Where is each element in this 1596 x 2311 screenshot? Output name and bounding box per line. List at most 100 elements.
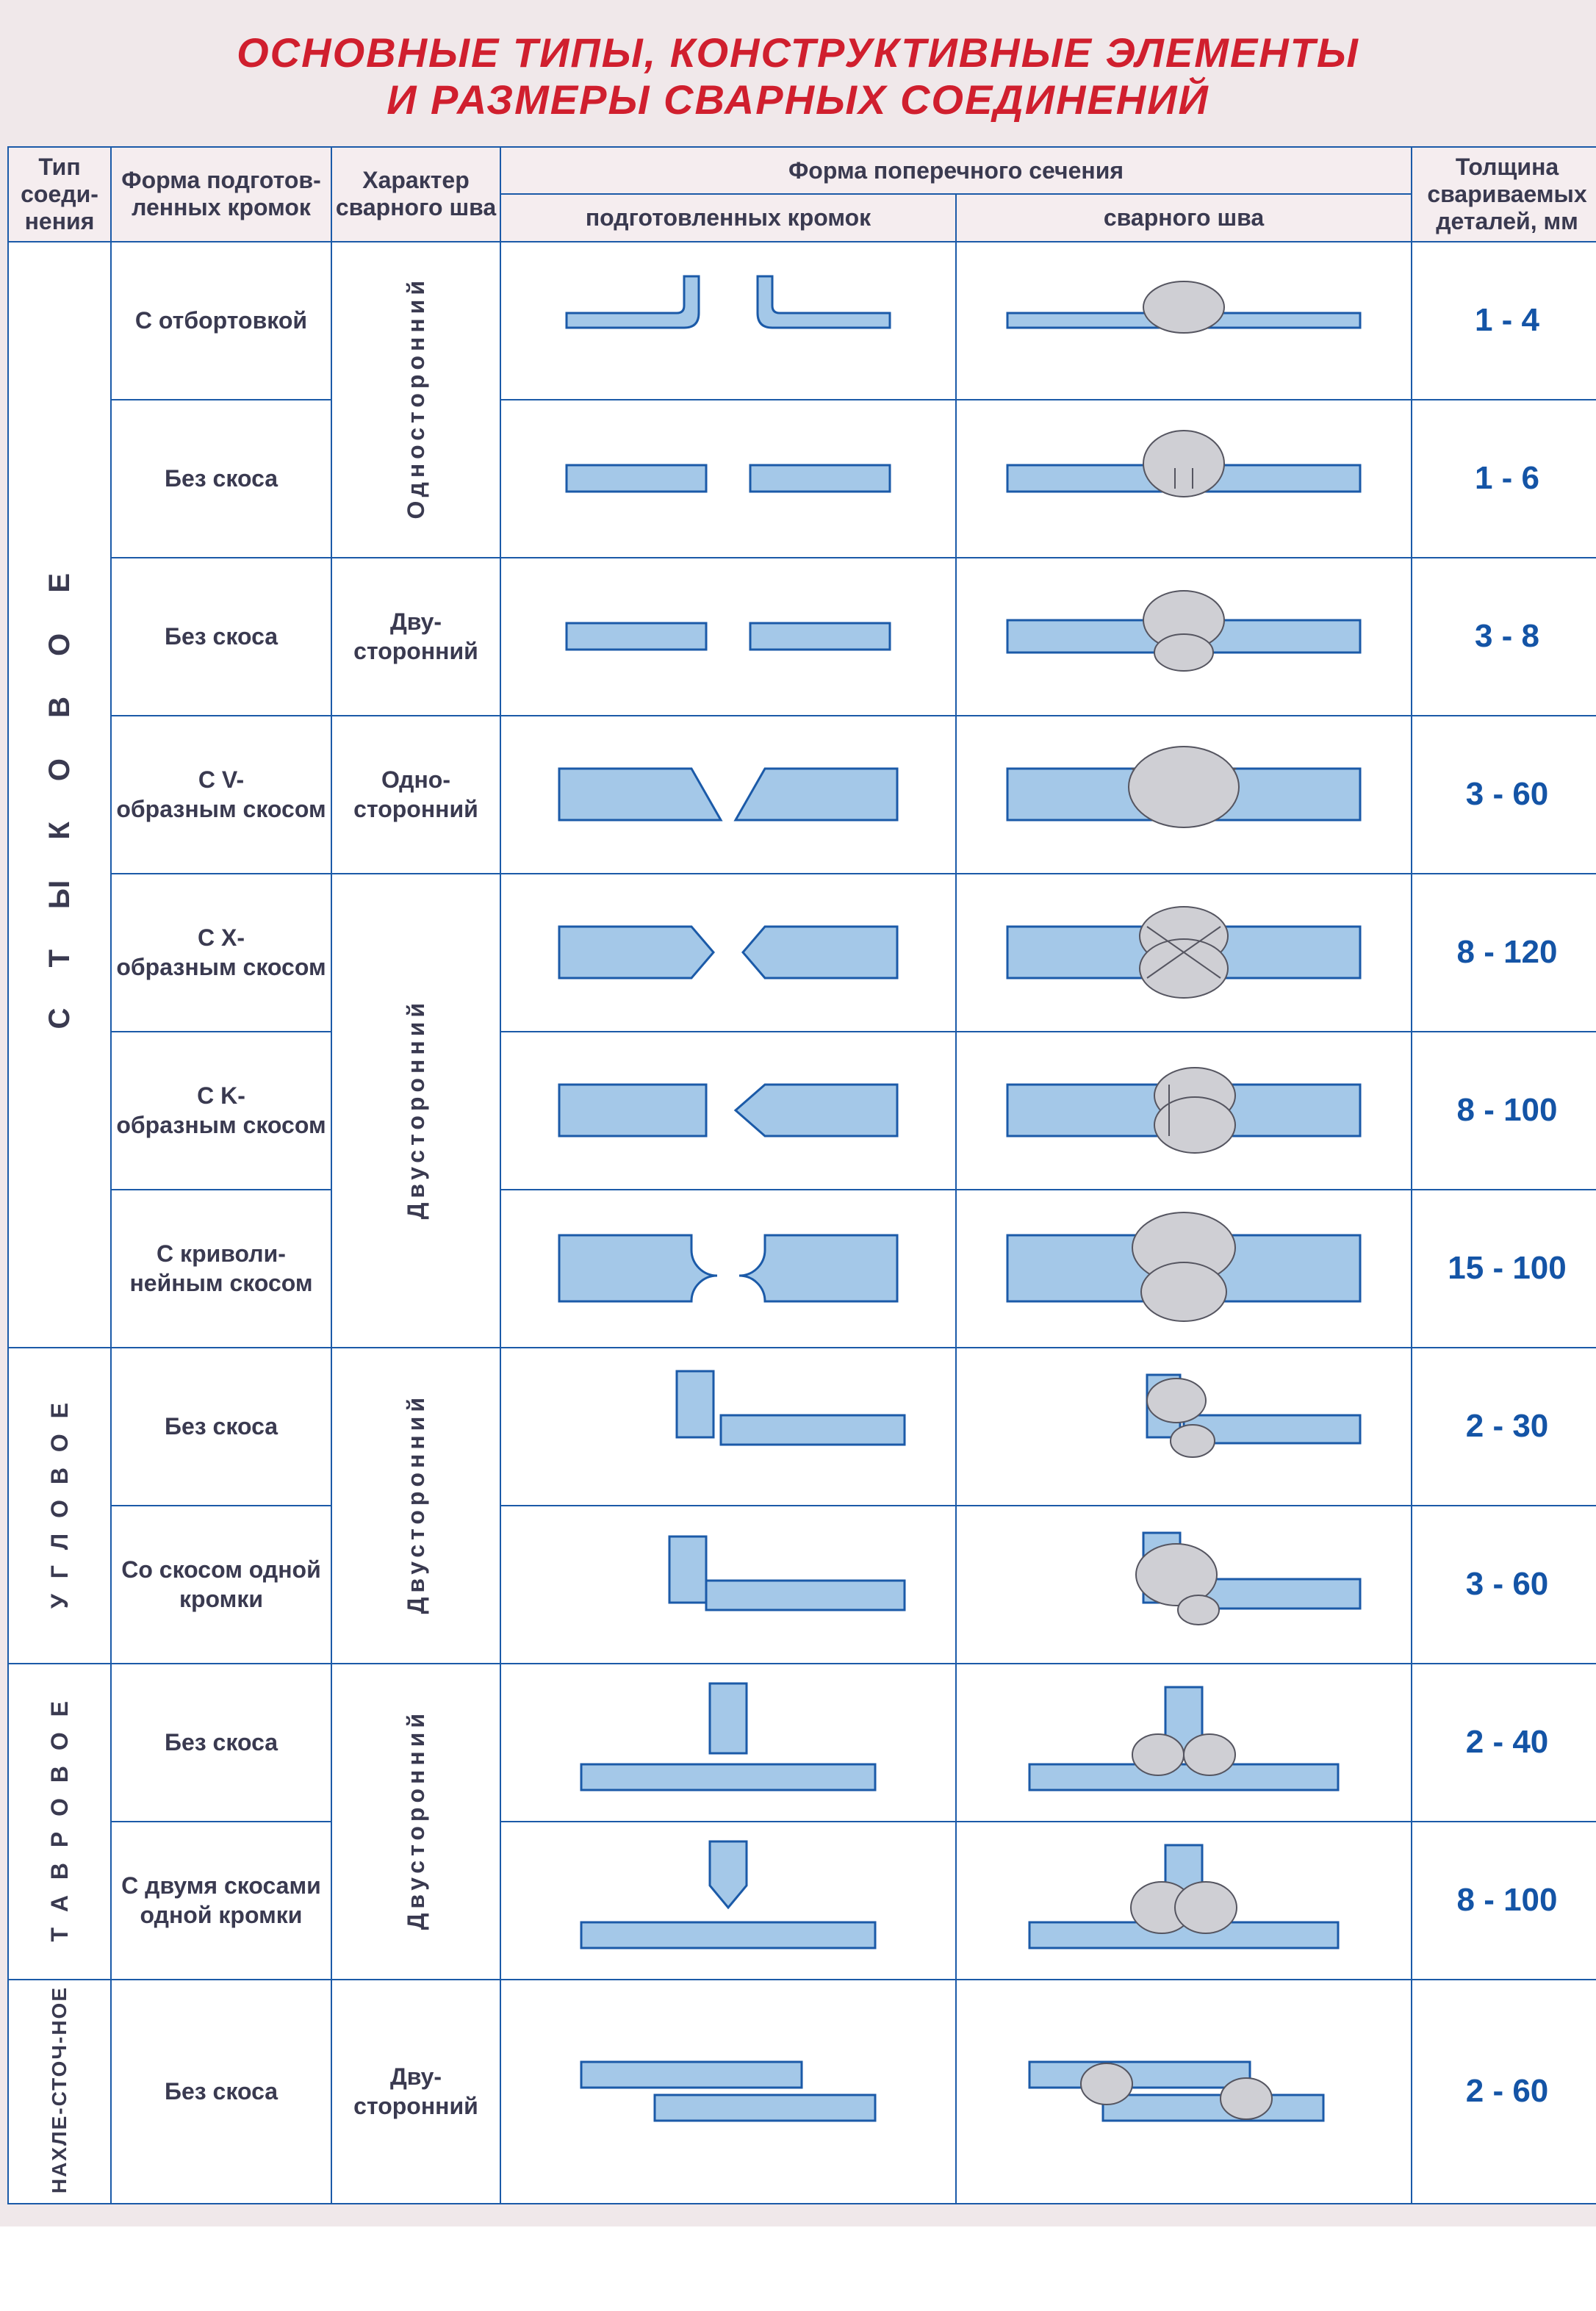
thickness-cell: 2 - 40: [1412, 1664, 1596, 1822]
thickness-value: 2 - 30: [1466, 1408, 1549, 1444]
diagram-svg: [522, 567, 934, 706]
thickness-value: 8 - 100: [1457, 1092, 1558, 1128]
diagram-svg: [522, 1356, 934, 1496]
group-label-text: НАХЛЕ-СТОЧ-НОЕ: [48, 1986, 71, 2193]
thickness-value: 3 - 60: [1466, 776, 1549, 812]
thickness-cell: 2 - 30: [1412, 1348, 1596, 1506]
thickness-value: 1 - 6: [1475, 460, 1539, 496]
diagram-prep: [500, 716, 956, 874]
prep-label: С X-образным скосом: [111, 874, 331, 1032]
table-row: С K-образным скосом8 - 100: [8, 1032, 1596, 1190]
thickness-value: 15 - 100: [1448, 1250, 1566, 1286]
diagram-svg: [522, 1514, 934, 1654]
thickness-cell: 8 - 120: [1412, 874, 1596, 1032]
group-label-corner: У Г Л О В О Е: [8, 1348, 111, 1664]
group-label-text: Т А В Р О В О Е: [46, 1697, 73, 1942]
diagram-weld: [956, 1980, 1412, 2204]
prep-label-text: Без скоса: [115, 2077, 328, 2106]
diagram-svg: [978, 409, 1390, 548]
prep-label-text: Без скоса: [115, 464, 328, 493]
prep-label-text: Без скоса: [115, 1728, 328, 1757]
weld-table: Тип соеди-нения Форма подготов-ленных кр…: [7, 146, 1596, 2204]
hdr-type: Тип соеди-нения: [8, 147, 111, 242]
diagram-svg: [522, 883, 934, 1022]
diagram-weld: [956, 716, 1412, 874]
table-row: С двумя скосами одной кромки 8 - 100: [8, 1822, 1596, 1980]
hdr-cross-weld: сварного шва: [956, 194, 1412, 242]
table-body: С Т Ы К О В О ЕС отбортовкойОдносторонни…: [8, 242, 1596, 2204]
table-head: Тип соеди-нения Форма подготов-ленных кр…: [8, 147, 1596, 242]
table-row: С криволи-нейным скосом 15 - 100: [8, 1190, 1596, 1348]
prep-label-text: С X-образным скосом: [115, 923, 328, 982]
group-label-lap: НАХЛЕ-СТОЧ-НОЕ: [8, 1980, 111, 2204]
prep-label-text: Без скоса: [115, 1412, 328, 1441]
diagram-svg: [978, 1041, 1390, 1180]
seam-label-text: Дву-сторонний: [335, 2062, 497, 2121]
diagram-prep: [500, 1980, 956, 2204]
seam-label: Одно-сторонний: [331, 716, 500, 874]
diagram-prep: [500, 1822, 956, 1980]
prep-label-text: С криволи-нейным скосом: [115, 1239, 328, 1298]
thickness-value: 3 - 8: [1475, 618, 1539, 654]
thickness-cell: 3 - 60: [1412, 1506, 1596, 1664]
diagram-weld: [956, 1190, 1412, 1348]
diagram-prep: [500, 1664, 956, 1822]
seam-label: Односторонний: [331, 242, 500, 558]
table-row: Со скосом одной кромки3 - 60: [8, 1506, 1596, 1664]
diagram-weld: [956, 558, 1412, 716]
diagram-prep: [500, 874, 956, 1032]
hdr-cross-prep: подготовленных кромок: [500, 194, 956, 242]
diagram-svg: [522, 1198, 934, 1338]
thickness-cell: 15 - 100: [1412, 1190, 1596, 1348]
table-row: У Г Л О В О ЕБез скосаДвусторонний2 - 30: [8, 1348, 1596, 1506]
thickness-cell: 8 - 100: [1412, 1032, 1596, 1190]
prep-label-text: С отбортовкой: [115, 306, 328, 335]
thickness-value: 3 - 60: [1466, 1566, 1549, 1602]
diagram-svg: [522, 1830, 934, 1970]
thickness-value: 2 - 40: [1466, 1724, 1549, 1760]
diagram-svg: [978, 567, 1390, 706]
title-line-2: И РАЗМЕРЫ СВАРНЫХ СОЕДИНЕНИЙ: [7, 76, 1589, 123]
diagram-prep: [500, 1032, 956, 1190]
seam-label-text: Дву-сторонний: [335, 607, 497, 666]
table-row: С Т Ы К О В О ЕС отбортовкойОдносторонни…: [8, 242, 1596, 400]
diagram-svg: [978, 251, 1390, 390]
prep-label-text: С V-образным скосом: [115, 765, 328, 824]
seam-label-text: Одно-сторонний: [335, 765, 497, 824]
diagram-prep: [500, 1348, 956, 1506]
hdr-thick: Толщина свариваемых деталей, мм: [1412, 147, 1596, 242]
thickness-cell: 8 - 100: [1412, 1822, 1596, 1980]
prep-label: Без скоса: [111, 1348, 331, 1506]
diagram-weld: [956, 1348, 1412, 1506]
diagram-prep: [500, 400, 956, 558]
diagram-svg: [522, 1672, 934, 1812]
thickness-cell: 2 - 60: [1412, 1980, 1596, 2204]
thickness-value: 8 - 120: [1457, 934, 1558, 970]
group-label-butt: С Т Ы К О В О Е: [8, 242, 111, 1348]
seam-label-text: Двусторонний: [403, 999, 430, 1219]
group-label-tee: Т А В Р О В О Е: [8, 1664, 111, 1980]
diagram-svg: [978, 883, 1390, 1022]
diagram-weld: [956, 874, 1412, 1032]
table-row: Без скосаДву-сторонний 3 - 8: [8, 558, 1596, 716]
prep-label-text: С двумя скосами одной кромки: [115, 1871, 328, 1930]
diagram-svg: [978, 1356, 1390, 1496]
table-row: С V-образным скосомОдно-сторонний 3 - 60: [8, 716, 1596, 874]
diagram-svg: [522, 409, 934, 548]
title-line-1: ОСНОВНЫЕ ТИПЫ, КОНСТРУКТИВНЫЕ ЭЛЕМЕНТЫ: [7, 29, 1589, 76]
hdr-cross: Форма поперечного сечения: [500, 147, 1412, 195]
prep-label: Без скоса: [111, 558, 331, 716]
thickness-cell: 1 - 6: [1412, 400, 1596, 558]
diagram-svg: [522, 725, 934, 864]
seam-label: Двусторонний: [331, 1664, 500, 1980]
table-row: С X-образным скосомДвусторонний8 - 120: [8, 874, 1596, 1032]
diagram-weld: [956, 1664, 1412, 1822]
prep-label: С V-образным скосом: [111, 716, 331, 874]
diagram-weld: [956, 242, 1412, 400]
page: ОСНОВНЫЕ ТИПЫ, КОНСТРУКТИВНЫЕ ЭЛЕМЕНТЫ И…: [0, 0, 1596, 2226]
prep-label: Без скоса: [111, 1664, 331, 1822]
prep-label: Без скоса: [111, 1980, 331, 2204]
prep-label: С двумя скосами одной кромки: [111, 1822, 331, 1980]
group-label-text: У Г Л О В О Е: [46, 1398, 73, 1609]
diagram-prep: [500, 1190, 956, 1348]
